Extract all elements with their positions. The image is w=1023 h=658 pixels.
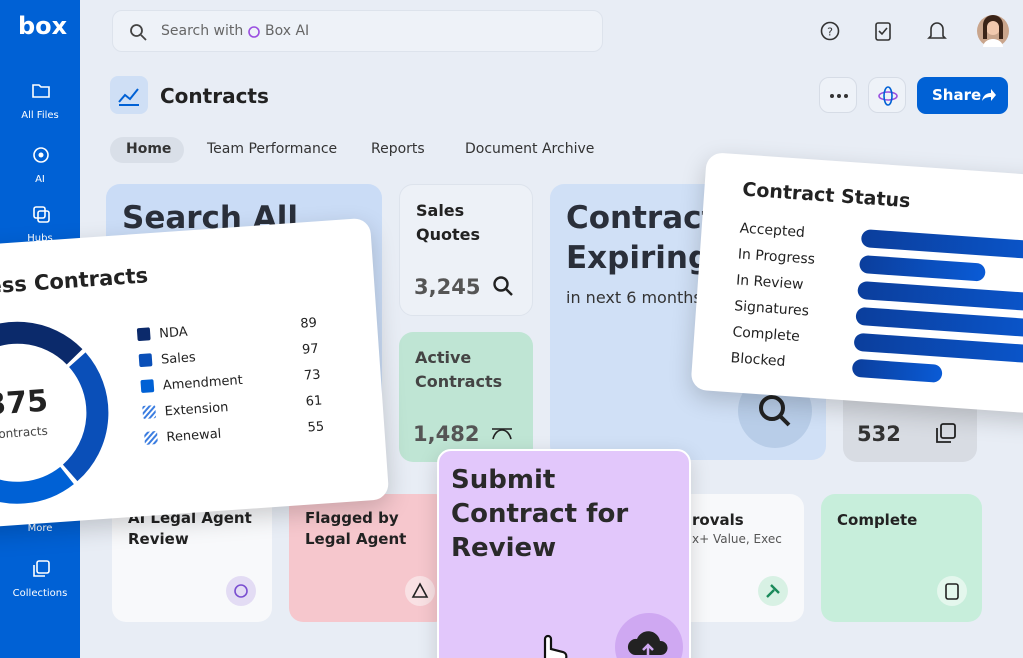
bell-icon[interactable] <box>927 20 947 42</box>
help-icon[interactable]: ? <box>820 21 840 41</box>
legend-value: 97 <box>302 342 320 358</box>
card-complete[interactable]: Complete <box>821 494 982 622</box>
legend-swatch <box>138 353 153 367</box>
donut-title: ess Contracts <box>0 263 149 299</box>
status-label: Blocked <box>730 350 786 370</box>
nav-item[interactable]: More <box>27 523 53 534</box>
status-title: Contract Status <box>741 178 912 213</box>
card-title: Active Contracts <box>415 348 503 391</box>
legend-label: Sales <box>161 350 197 367</box>
card-title: Sales Quotes <box>416 201 481 244</box>
clipboard-icon <box>937 576 967 606</box>
cursor-icon <box>543 634 568 658</box>
search-icon <box>130 24 147 41</box>
status-label: In Progress <box>737 246 816 268</box>
legend-value: 89 <box>300 316 318 332</box>
status-card: Contract Status Accepted In Progress In … <box>690 152 1023 416</box>
card-submit[interactable]: Submit Contract for Review <box>437 449 691 658</box>
legend-label: Renewal <box>166 427 222 446</box>
card-title: Contracts Expiring <box>566 200 735 276</box>
card-subtitle: x+ Value, Exec <box>692 532 782 546</box>
search-ai: Box AI <box>265 23 310 39</box>
status-label: Accepted <box>739 220 806 242</box>
legend-swatch <box>144 431 158 445</box>
svg-text:?: ? <box>827 26 833 39</box>
tab[interactable]: Reports <box>371 141 425 157</box>
status-label: Signatures <box>733 298 810 320</box>
legend-label: Extension <box>164 400 229 419</box>
share-button[interactable]: Share <box>917 77 1008 114</box>
legend-swatch <box>136 327 151 342</box>
donut-segment <box>62 352 109 482</box>
icon-hubs <box>33 206 50 223</box>
card-count: 532 <box>857 422 901 446</box>
search-icon <box>493 276 513 296</box>
tab[interactable]: Home <box>126 141 172 157</box>
donut-total-label: Contracts <box>0 424 48 442</box>
donut-segment <box>0 321 83 365</box>
card-flagged[interactable]: Flagged by Legal Agent <box>289 494 449 622</box>
ai-button[interactable] <box>868 77 906 113</box>
status-bar <box>851 358 943 383</box>
ai-icon <box>248 26 260 38</box>
card-title: Flagged by Legal Agent <box>305 509 407 548</box>
nav-item[interactable]: Hubs <box>27 233 53 244</box>
more-button[interactable] <box>819 77 857 113</box>
page-title: Contracts <box>160 84 269 108</box>
card-title: Complete <box>837 511 918 529</box>
tab[interactable]: Team Performance <box>207 141 338 157</box>
donut-card: ess Contracts NDA 89 Sales 97 Amendment 73 Ext… <box>0 217 390 529</box>
gavel-icon <box>758 576 788 606</box>
card-count: 1,482 <box>413 422 480 446</box>
legend-value: 73 <box>303 368 321 384</box>
legend-value: 61 <box>305 393 323 409</box>
donut-total: 375 <box>0 384 49 423</box>
share-label: Share <box>932 86 982 104</box>
tab-active-bg <box>110 137 184 163</box>
donut-chart: NDA 89 Sales 97 Amendment 73 Extension 61 Renewa… <box>0 316 325 504</box>
card-title: Submit Contract for Review <box>451 465 629 563</box>
legend-swatch <box>142 405 156 419</box>
card-subtitle: in next 6 months <box>566 288 702 307</box>
tab[interactable]: Document Archive <box>465 141 595 157</box>
legend-swatch <box>140 379 155 393</box>
curve-icon <box>492 428 512 440</box>
avatar[interactable] <box>977 15 1009 47</box>
search-placeholder: Search with <box>161 23 244 39</box>
legend-label: Amendment <box>162 373 243 394</box>
icon-collections <box>33 560 50 577</box>
copy-icon <box>936 423 956 443</box>
icon-files <box>32 84 50 98</box>
icon-ai <box>33 147 49 163</box>
nav-item[interactable]: AI <box>35 174 45 185</box>
card-active-contracts[interactable]: Active Contracts 1,482 <box>399 332 533 462</box>
tasks-icon[interactable] <box>874 20 892 42</box>
card-count: 3,245 <box>414 275 481 299</box>
warning-icon <box>405 576 435 606</box>
legend-value: 55 <box>307 419 325 435</box>
status-bar <box>858 254 986 282</box>
card-title: rovals <box>692 511 744 529</box>
nav-item[interactable]: All Files <box>21 110 59 121</box>
donut-segment <box>0 466 74 504</box>
status-label: Complete <box>731 324 801 345</box>
legend-label: NDA <box>159 325 188 342</box>
card-sales-quotes[interactable]: Sales Quotes 3,245 <box>399 184 533 316</box>
search-bar[interactable]: Search with Box AI <box>112 10 603 52</box>
logo[interactable]: box <box>18 12 68 40</box>
upload-icon <box>615 613 683 658</box>
status-label: In Review <box>735 272 804 294</box>
ai-icon <box>226 576 256 606</box>
folder-icon <box>110 76 148 114</box>
nav-item[interactable]: Collections <box>12 588 68 599</box>
